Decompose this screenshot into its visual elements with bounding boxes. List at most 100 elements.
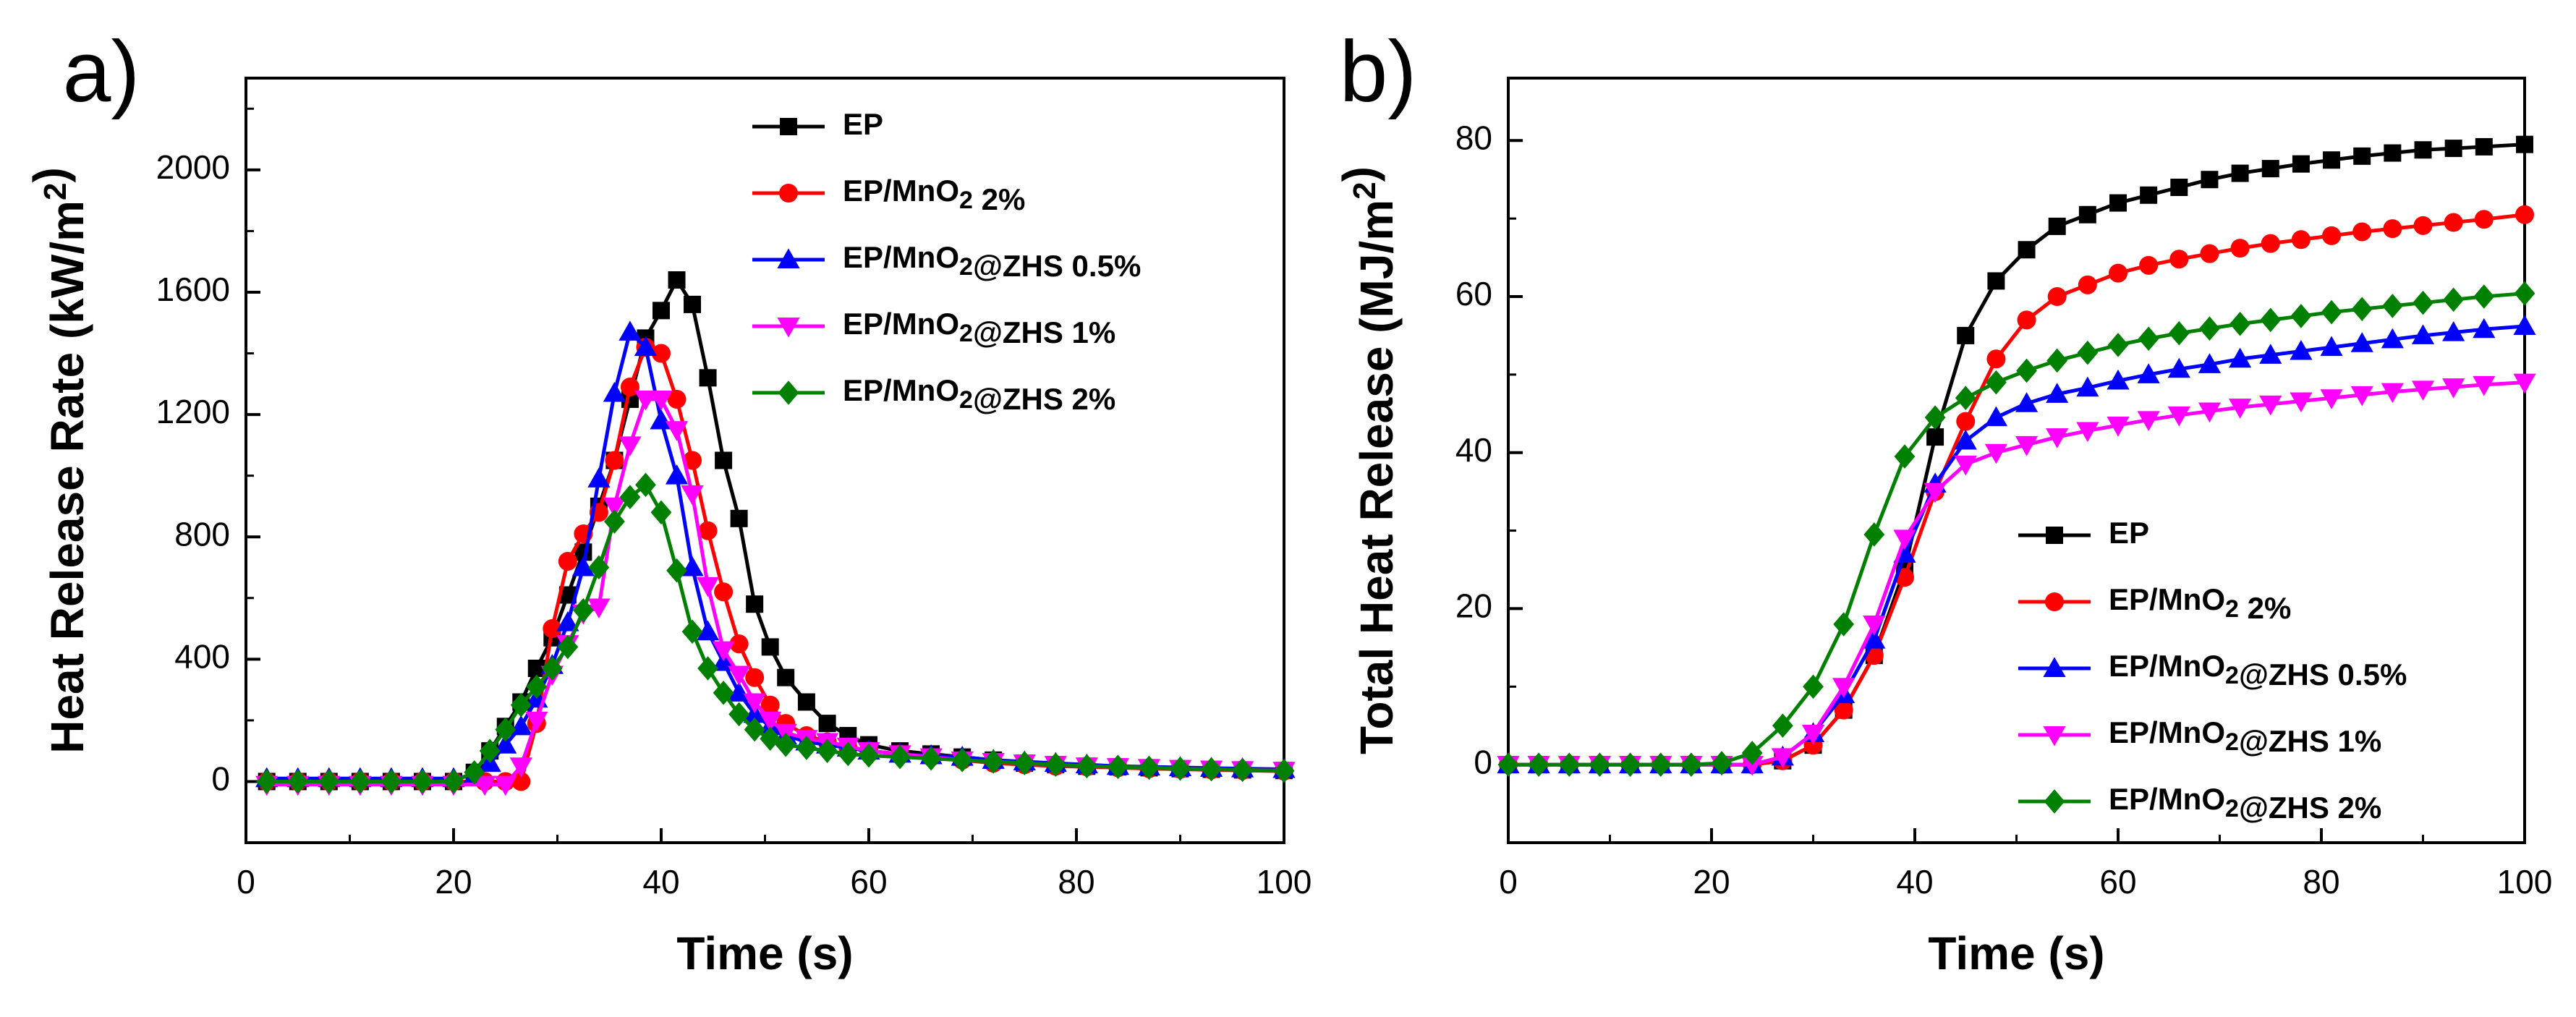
data-point <box>2229 399 2252 419</box>
data-point <box>2137 411 2160 432</box>
data-point <box>2199 316 2220 341</box>
data-point <box>635 472 656 498</box>
data-point <box>696 620 720 641</box>
data-point <box>2290 304 2312 328</box>
data-point <box>1954 455 1977 476</box>
legend-label: EP/MnO2@ZHS 2% <box>843 373 1115 416</box>
data-point <box>761 638 779 656</box>
data-point <box>1741 741 1763 765</box>
data-point <box>619 320 642 341</box>
data-point <box>681 619 703 644</box>
data-point <box>2442 321 2465 341</box>
x-axis-title: Time (s) <box>1928 927 2104 979</box>
y-tick-label: 60 <box>1455 275 1492 312</box>
data-point <box>2323 151 2341 169</box>
data-point <box>2229 347 2252 368</box>
data-point <box>1528 752 1550 777</box>
data-point <box>525 711 548 732</box>
data-point <box>2048 217 2066 235</box>
data-point <box>2137 363 2160 383</box>
data-point <box>509 715 532 736</box>
series-line <box>1508 380 2525 767</box>
y-tick-label: 20 <box>1455 587 1492 625</box>
data-point <box>2046 348 2068 373</box>
legend-label: EP/MnO2@ZHS 0.5% <box>843 240 1141 283</box>
data-point <box>650 409 673 430</box>
legend-marker <box>2043 726 2066 746</box>
data-point <box>2413 290 2433 315</box>
data-point <box>2320 389 2343 409</box>
series-line <box>1508 292 2525 767</box>
data-point <box>728 665 751 686</box>
data-point <box>2514 281 2535 306</box>
data-point <box>256 769 278 794</box>
data-point <box>2078 205 2096 224</box>
y-tick-label: 400 <box>174 637 230 675</box>
data-point <box>2384 144 2402 162</box>
y-axis-title: Total Heat Release (MJ/m2) <box>1333 166 1403 754</box>
data-point <box>1273 758 1295 783</box>
data-point <box>1986 349 2006 369</box>
x-tick-label: 40 <box>1896 863 1933 901</box>
data-point <box>2259 344 2282 364</box>
data-point <box>745 668 765 687</box>
data-point <box>665 421 689 441</box>
data-point <box>2198 402 2222 423</box>
data-point <box>858 743 880 768</box>
data-point <box>1771 748 1794 768</box>
data-point <box>713 681 734 705</box>
x-axis-title: Time (s) <box>676 927 853 979</box>
legend-marker <box>2043 657 2066 677</box>
data-point <box>2473 318 2496 339</box>
data-point <box>797 693 815 711</box>
data-point <box>1894 444 1916 469</box>
data-point <box>2107 333 2129 357</box>
data-point <box>556 610 579 631</box>
legend-label: EP/MnO2 2% <box>843 174 1025 216</box>
data-point <box>381 769 402 794</box>
legend-label: EP/MnO2@ZHS 1% <box>843 307 1115 349</box>
data-point <box>1863 628 1886 649</box>
data-point <box>2475 137 2493 156</box>
y-tick-label: 0 <box>1474 743 1492 780</box>
legend-label: EP <box>2109 516 2149 550</box>
data-point <box>2078 275 2097 294</box>
data-point <box>1986 370 2007 395</box>
data-point <box>2320 336 2343 357</box>
legend-marker <box>778 380 799 405</box>
y-tick-label: 1600 <box>156 271 230 308</box>
data-point <box>2290 339 2313 360</box>
data-point <box>349 769 371 794</box>
data-point <box>759 711 782 732</box>
data-point <box>1045 752 1066 777</box>
data-point <box>1170 756 1191 781</box>
data-point <box>541 656 563 681</box>
data-point <box>699 369 717 387</box>
data-point <box>681 556 704 576</box>
data-point <box>714 582 734 602</box>
data-point <box>412 769 433 794</box>
data-point <box>443 769 464 794</box>
data-point <box>1893 529 1916 550</box>
data-point <box>744 717 765 742</box>
data-point <box>287 769 309 794</box>
data-point <box>2107 416 2130 437</box>
data-point <box>1076 754 1097 779</box>
panel-a: a) 0 20 40 60 80 100 0 400 800 1200 1600 2000 Time (s… <box>24 23 1312 979</box>
data-point <box>2291 230 2311 250</box>
data-point <box>543 619 562 639</box>
legend-label: EP/MnO2@ZHS 1% <box>2109 715 2381 758</box>
data-point <box>650 500 672 525</box>
y-tick-label: 40 <box>1455 431 1492 469</box>
data-point <box>2381 383 2404 404</box>
data-point <box>729 634 749 654</box>
data-point <box>650 390 673 411</box>
data-point <box>2352 222 2372 242</box>
x-tick-label: 20 <box>1693 863 1730 901</box>
data-point <box>2473 375 2496 396</box>
data-point <box>2167 357 2190 378</box>
data-point <box>557 634 579 660</box>
data-point <box>666 558 687 583</box>
y-tick-label: 0 <box>211 760 230 798</box>
data-point <box>495 717 517 742</box>
